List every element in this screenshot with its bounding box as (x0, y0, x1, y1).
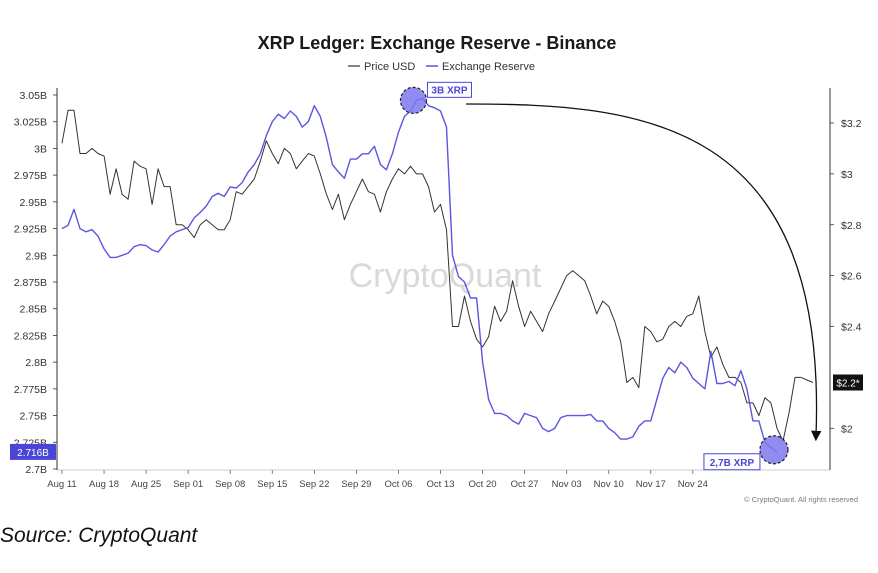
x-tick-label: Oct 13 (427, 479, 455, 490)
right-axis-ticks: $3.2 $3 $2.8 $2.6 $2.4 $2 (830, 118, 862, 435)
copyright-text: © CryptoQuant. All rights reserved (744, 495, 858, 504)
reserve-current-badge-box (10, 443, 56, 460)
left-axis-ticks: 3.05B 3.025B 3B 2.975B 2.95B 2.925B 2.9B 2.875B… (14, 90, 57, 476)
watermark: CryptoQuant (349, 257, 542, 295)
left-tick-label: 3B (34, 143, 47, 155)
annotation-circle-top (399, 86, 428, 114)
price-current-badge: $2.2* (833, 374, 863, 391)
x-axis-ticks: Aug 11 Aug 18 Aug 25 Sep 01 Sep 08 Sep 15 Sep … (47, 470, 708, 490)
x-tick-label: Aug 11 (47, 479, 76, 490)
legend-price-label: Price USD (364, 61, 415, 73)
chart-container: XRP Ledger: Exchange Reserve - Binance P… (10, 33, 863, 504)
annotation-circle-bottom (759, 435, 789, 465)
legend-reserve-label: Exchange Reserve (442, 61, 535, 73)
x-tick-label: Aug 18 (89, 479, 119, 490)
left-tick-label: 2.825B (14, 330, 47, 342)
left-tick-label: 2.775B (14, 384, 47, 396)
left-tick-label: 2.975B (14, 170, 47, 182)
x-tick-label: Oct 27 (511, 479, 539, 490)
annotation-label-top-box (426, 81, 472, 98)
annotations: 3B XRP 2,7B XRP (399, 81, 822, 471)
left-tick-label: 2.85B (20, 304, 47, 316)
chart-svg: XRP Ledger: Exchange Reserve - Binance P… (10, 33, 863, 504)
x-tick-label: Nov 17 (636, 479, 666, 490)
right-tick-label: $2.6 (841, 271, 862, 283)
x-tick-label: Sep 22 (299, 479, 329, 490)
x-tick-label: Sep 15 (257, 479, 287, 490)
x-tick-label: Nov 03 (552, 479, 582, 490)
x-tick-label: Oct 06 (384, 479, 412, 490)
left-tick-label: 2.8B (25, 357, 47, 369)
left-tick-label: 2.75B (20, 411, 47, 423)
left-tick-label: 2.875B (14, 277, 47, 289)
right-tick-label: $2.8 (841, 220, 862, 232)
x-tick-label: Aug 25 (131, 479, 161, 490)
series-price-line (61, 109, 814, 442)
x-tick-label: Nov 24 (678, 479, 708, 490)
annotation-label-top: 3B XRP (426, 81, 472, 98)
reserve-current-badge: 2.716B (10, 443, 56, 460)
x-tick-label: Sep 01 (173, 479, 203, 490)
reserve-current-badge-text: 2.716B (17, 448, 49, 459)
x-tick-label: Sep 08 (215, 479, 245, 490)
axes (56, 88, 831, 471)
left-tick-label: 2.95B (20, 197, 47, 209)
right-tick-label: $2.4 (841, 322, 862, 334)
source-caption: Source: CryptoQuant (0, 524, 198, 547)
left-tick-label: 3.05B (20, 90, 47, 102)
right-tick-label: $3.2 (841, 118, 862, 130)
x-tick-label: Nov 10 (594, 479, 624, 490)
left-tick-label: 2.9B (25, 250, 47, 262)
left-tick-label: 2.925B (14, 224, 47, 236)
annotation-label-bottom-box (703, 453, 761, 471)
right-tick-label: $3 (841, 169, 853, 181)
annotation-label-bottom-text: 2,7B XRP (710, 458, 755, 469)
price-current-badge-box (833, 374, 863, 391)
legend: Price USD Exchange Reserve (348, 61, 535, 73)
trend-arrow (465, 103, 822, 442)
left-tick-label: 3.025B (14, 117, 47, 129)
x-tick-label: Sep 29 (341, 479, 371, 490)
chart-title: XRP Ledger: Exchange Reserve - Binance (258, 33, 617, 53)
right-tick-label: $2 (841, 423, 853, 435)
left-tick-label: 2.7B (25, 464, 47, 476)
x-tick-label: Oct 20 (469, 479, 497, 490)
annotation-label-top-text: 3B XRP (431, 85, 467, 96)
annotation-label-bottom: 2,7B XRP (703, 453, 761, 471)
price-current-badge-text: $2.2* (836, 378, 859, 389)
